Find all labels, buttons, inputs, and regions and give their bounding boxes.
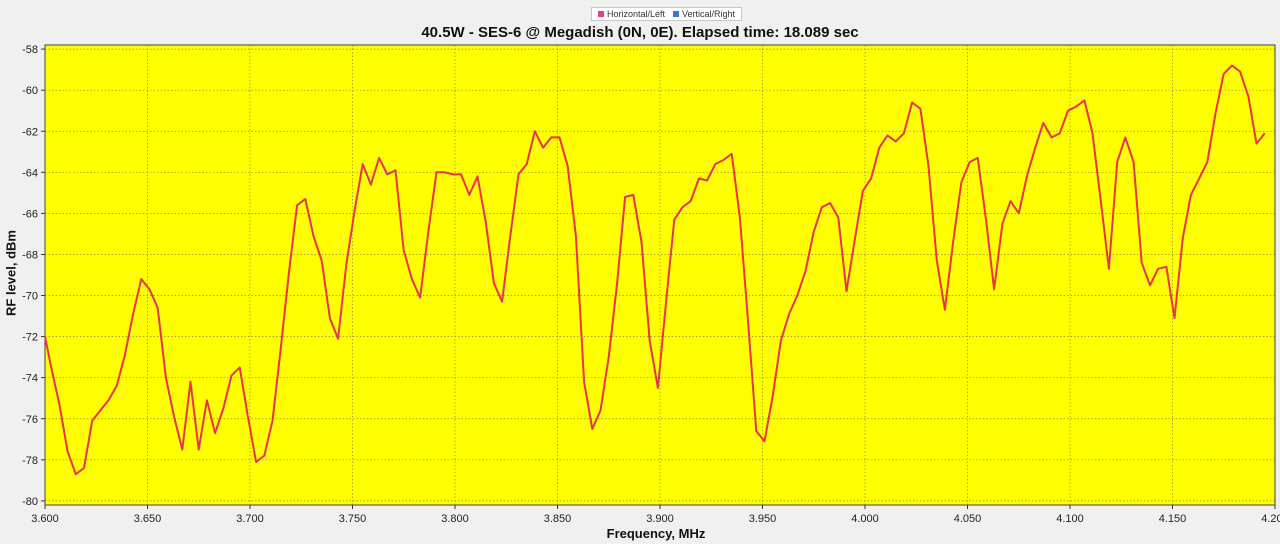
- x-tick-label: 3.750: [339, 513, 367, 525]
- y-tick-label: -60: [22, 85, 38, 97]
- legend-label-vertical-right: Vertical/Right: [682, 9, 736, 19]
- y-axis-label: RF level, dBm: [3, 230, 19, 316]
- y-tick-label: -78: [22, 455, 38, 467]
- y-tick-label: -68: [22, 249, 38, 261]
- y-tick-label: -70: [22, 291, 38, 303]
- chart-title: 40.5W - SES-6 @ Megadish (0N, 0E). Elaps…: [421, 24, 859, 41]
- x-tick-label: 4.100: [1056, 513, 1084, 525]
- x-tick-label: 4.200: [1261, 513, 1280, 525]
- y-tick-label: -74: [22, 373, 38, 385]
- series-line-horizontal-left: [44, 64, 1266, 476]
- y-tick-label: -62: [22, 126, 38, 138]
- legend-swatch-vertical-right: [673, 11, 680, 17]
- y-tick-label: -80: [22, 496, 38, 508]
- y-tick-label: -72: [22, 332, 38, 344]
- x-tick-label: 3.900: [646, 513, 674, 525]
- legend: Horizontal/Left Vertical/Right: [591, 7, 743, 21]
- x-tick-label: 3.650: [134, 513, 162, 525]
- y-tick-label: -58: [22, 44, 38, 56]
- plot-background: [45, 45, 1275, 505]
- y-tick-label: -64: [22, 167, 38, 179]
- x-tick-label: 3.700: [236, 513, 264, 525]
- legend-label-horizontal-left: Horizontal/Left: [607, 9, 666, 19]
- legend-entry-horizontal-left[interactable]: Horizontal/Left: [598, 9, 665, 19]
- y-tick-label: -76: [22, 414, 38, 426]
- x-tick-label: 4.050: [954, 513, 982, 525]
- x-tick-label: 3.950: [749, 513, 777, 525]
- x-tick-label: 3.800: [441, 513, 469, 525]
- x-axis-label: Frequency, MHz: [606, 526, 706, 541]
- y-tick-label: -66: [22, 208, 38, 220]
- x-tick-label: 3.600: [31, 513, 59, 525]
- x-tick-label: 4.150: [1159, 513, 1187, 525]
- legend-swatch-horizontal-left: [598, 11, 604, 17]
- plot-frame: [44, 44, 1276, 506]
- legend-entry-vertical-right[interactable]: Vertical/Right: [673, 9, 735, 19]
- x-tick-label: 4.000: [851, 513, 879, 525]
- x-tick-label: 3.850: [544, 513, 572, 525]
